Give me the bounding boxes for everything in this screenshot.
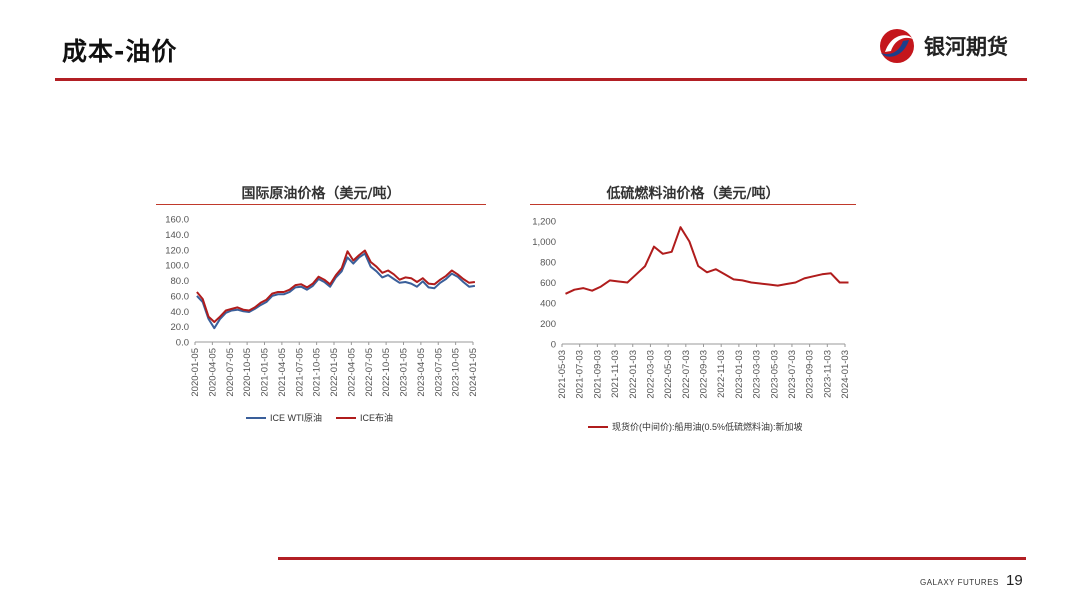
- x-tick-label: 2023-05-03: [769, 350, 780, 399]
- x-tick-label: 2021-04-05: [277, 348, 288, 397]
- company-logo: 银河期货: [876, 26, 1036, 66]
- y-tick-label: 0: [551, 340, 556, 351]
- x-tick-label: 2023-11-03: [822, 350, 833, 398]
- x-tick-label: 2020-07-05: [225, 348, 236, 397]
- x-tick-label: 2021-10-05: [312, 348, 323, 397]
- x-tick-label: 2024-01-05: [468, 348, 479, 397]
- chart-legend-fuel-oil: 现货价(中间价):船用油(0.5%低硫燃料油):新加坡: [588, 420, 817, 433]
- chart-title-fuel-oil: 低硫燃料油价格（美元/吨）: [606, 186, 780, 202]
- y-tick-label: 1,200: [532, 217, 556, 228]
- x-tick-label: 2021-09-03: [592, 350, 603, 399]
- y-tick-label: 140.0: [165, 230, 189, 241]
- chart-legend-crude-oil: ICE WTI原油 ICE布油: [246, 411, 407, 424]
- x-tick-label: 2020-01-05: [190, 348, 201, 397]
- header-divider: [55, 78, 1027, 81]
- series-line-brent: [196, 249, 476, 323]
- x-tick-label: 2023-01-05: [399, 348, 410, 397]
- x-tick-label: 2021-01-05: [260, 348, 271, 397]
- x-tick-label: 2022-01-05: [329, 348, 340, 397]
- chart-title-underline: [156, 204, 486, 205]
- x-tick-label: 2023-09-03: [805, 350, 816, 399]
- y-tick-label: 100.0: [165, 261, 189, 272]
- y-tick-label: 400: [540, 299, 556, 310]
- y-tick-label: 120.0: [165, 245, 189, 256]
- x-tick-label: 2023-03-03: [752, 350, 763, 399]
- legend-label-wti: ICE WTI原油: [270, 413, 322, 423]
- logo-text: 银河期货: [924, 35, 1008, 59]
- legend-swatch-wti: [246, 416, 266, 419]
- x-tick-label: 2022-07-03: [681, 350, 692, 399]
- x-tick-label: 2021-05-03: [557, 350, 568, 399]
- x-tick-label: 2022-09-03: [699, 350, 710, 399]
- legend-label-lsfo: 现货价(中间价):船用油(0.5%低硫燃料油):新加坡: [612, 422, 803, 432]
- y-tick-label: 20.0: [171, 322, 190, 333]
- x-tick-label: 2020-04-05: [207, 348, 218, 397]
- x-tick-label: 2024-01-03: [840, 350, 851, 399]
- y-tick-label: 1,000: [532, 237, 556, 248]
- galaxy-swirl-icon: [880, 29, 914, 63]
- x-tick-label: 2020-10-05: [242, 348, 253, 397]
- x-tick-label: 2022-05-03: [663, 350, 674, 399]
- chart-title-crude-oil: 国际原油价格（美元/吨）: [241, 186, 401, 202]
- x-tick-label: 2022-04-05: [346, 348, 357, 397]
- x-tick-label: 2023-01-03: [734, 350, 745, 399]
- y-tick-label: 600: [540, 278, 556, 289]
- legend-label-brent: ICE布油: [360, 413, 394, 423]
- x-tick-label: 2022-07-05: [364, 348, 375, 397]
- slide-title: 成本-油价: [62, 37, 178, 66]
- x-tick-label: 2023-07-03: [787, 350, 798, 399]
- y-tick-label: 60.0: [171, 291, 190, 302]
- legend-item-brent: ICE布油: [336, 411, 393, 424]
- x-tick-label: 2021-11-03: [610, 350, 621, 398]
- legend-swatch-lsfo: [588, 425, 608, 428]
- legend-item-lsfo: 现货价(中间价):船用油(0.5%低硫燃料油):新加坡: [588, 420, 803, 433]
- x-tick-label: 2022-03-03: [645, 350, 656, 399]
- y-tick-label: 160.0: [165, 215, 189, 226]
- x-tick-label: 2021-07-03: [575, 350, 586, 399]
- y-tick-label: 80.0: [171, 276, 190, 287]
- y-tick-label: 0.0: [176, 338, 189, 349]
- x-tick-label: 2023-10-05: [451, 348, 462, 397]
- x-tick-label: 2021-07-05: [294, 348, 305, 397]
- x-tick-label: 2022-10-05: [381, 348, 392, 397]
- y-tick-label: 40.0: [171, 307, 190, 318]
- x-tick-label: 2023-04-05: [416, 348, 427, 397]
- page-number: 19: [1006, 572, 1023, 589]
- legend-item-wti: ICE WTI原油: [246, 411, 322, 424]
- y-tick-label: 200: [540, 319, 556, 330]
- footer-brand: GALAXY FUTURES: [920, 578, 999, 587]
- x-tick-label: 2022-01-03: [628, 350, 639, 399]
- x-tick-label: 2022-11-03: [716, 350, 727, 398]
- y-tick-label: 800: [540, 258, 556, 269]
- x-tick-label: 2023-07-05: [433, 348, 444, 397]
- footer-divider: [278, 557, 1026, 560]
- chart-title-underline: [530, 204, 856, 205]
- crude-oil-price-chart: 160.0140.0120.0100.080.060.040.020.00.02…: [165, 215, 479, 397]
- series-line-wti: [196, 252, 476, 330]
- legend-swatch-brent: [336, 416, 356, 419]
- series-line-lsfo: [565, 226, 849, 295]
